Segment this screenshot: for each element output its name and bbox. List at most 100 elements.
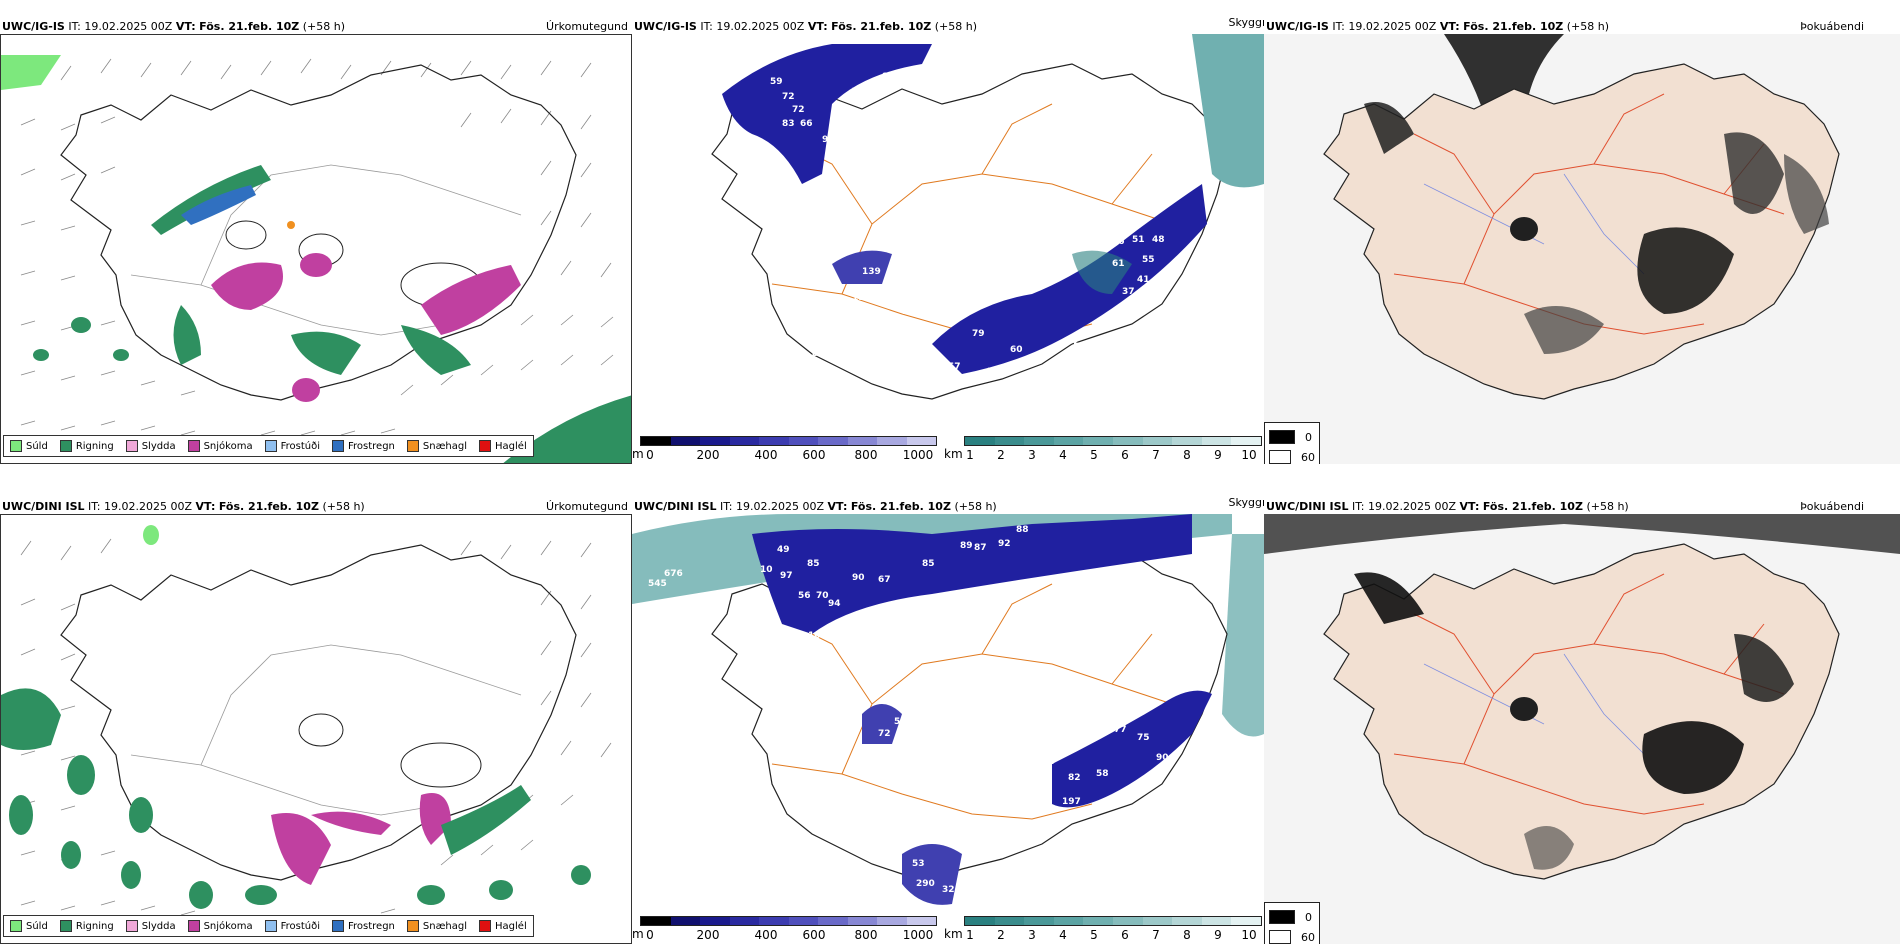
precip-legend: Súld Rigning Slydda Snjókoma Frostúði Fr… xyxy=(3,435,534,457)
visibility-colorbar: km 1 2 3 4 5 6 7 8 9 10 xyxy=(944,916,1264,944)
tick-label: 0 xyxy=(646,928,654,942)
panel-header: UWC/IG-IS IT: 19.02.2025 00Z VT: Fös. 21… xyxy=(2,20,345,34)
svg-text:85: 85 xyxy=(812,349,825,359)
fog-panel-top: UWC/IG-IS IT: 19.02.2025 00Z VT: Fös. 21… xyxy=(1264,14,1900,464)
it-value: 19.02.2025 00Z xyxy=(1368,500,1457,513)
tick-label: 2 xyxy=(997,448,1005,462)
svg-text:53: 53 xyxy=(912,859,925,869)
vt-value: Fös. 21.feb. 10Z xyxy=(1482,500,1583,513)
svg-text:290: 290 xyxy=(916,879,935,889)
svg-text:35: 35 xyxy=(987,367,1000,377)
fog-legend-low: 0 xyxy=(1269,427,1315,447)
tick-label: 3 xyxy=(1028,928,1036,942)
tick-label: 200 xyxy=(696,448,720,462)
svg-text:79: 79 xyxy=(972,329,985,339)
precip-panel-top: UWC/IG-IS IT: 19.02.2025 00Z VT: Fös. 21… xyxy=(0,14,632,464)
legend-item-frostregn: Frostregn xyxy=(332,440,395,452)
model-name: UWC/DINI ISL xyxy=(634,500,717,513)
visibility-unit: km xyxy=(944,447,963,461)
svg-text:149: 149 xyxy=(902,307,921,317)
tick-label: 800 xyxy=(854,448,878,462)
model-name: UWC/IG-IS xyxy=(2,20,65,33)
svg-text:75: 75 xyxy=(1137,733,1150,743)
vt-value: Fös. 21.feb. 10Z xyxy=(218,500,319,513)
svg-text:94: 94 xyxy=(828,599,841,609)
legend-item-haglel: Haglél xyxy=(479,440,527,452)
visibility-unit: km xyxy=(944,927,963,941)
svg-text:244: 244 xyxy=(1036,757,1055,767)
lead-time: (+58 h) xyxy=(322,500,365,513)
svg-text:32: 32 xyxy=(942,885,955,895)
svg-text:77: 77 xyxy=(1114,725,1127,735)
legend-item-rigning: Rigning xyxy=(59,440,114,452)
svg-text:76: 76 xyxy=(1112,237,1125,247)
svg-text:50: 50 xyxy=(894,717,907,727)
svg-text:72: 72 xyxy=(782,92,795,102)
tick-label: 7 xyxy=(1152,448,1160,462)
precip-legend: Súld Rigning Slydda Snjókoma Frostúði Fr… xyxy=(3,915,534,937)
precip-map: Súld Rigning Slydda Snjókoma Frostúði Fr… xyxy=(0,514,632,944)
fog-legend-high: 60 xyxy=(1269,927,1315,944)
tick-label: 400 xyxy=(754,928,778,942)
svg-text:85: 85 xyxy=(922,559,935,569)
tick-label: 1000 xyxy=(902,448,934,462)
it-label: IT: xyxy=(68,20,81,33)
cloud-map: 59 72 72 83 66 90 86 79 82 70 87 108 46 … xyxy=(632,34,1264,434)
vt-value: Fös. 21.feb. 10Z xyxy=(1463,20,1564,33)
svg-text:82: 82 xyxy=(852,115,865,125)
legend-item-sudd: Súld xyxy=(10,920,48,932)
svg-text:45: 45 xyxy=(1140,299,1153,309)
tick-label: 5 xyxy=(1090,928,1098,942)
vt-label: VT: xyxy=(195,500,216,513)
svg-text:58: 58 xyxy=(1096,769,1109,779)
iceland-outline xyxy=(60,64,577,401)
svg-text:41: 41 xyxy=(1022,280,1035,290)
panel-title: Þokuábendi xyxy=(1800,20,1864,33)
tick-label: 10 xyxy=(1241,448,1257,462)
tick-label: 600 xyxy=(802,928,826,942)
vt-value: Fös. 21.feb. 10Z xyxy=(831,20,932,33)
svg-text:43: 43 xyxy=(912,380,925,390)
legend-item-snaehagl: Snæhagl xyxy=(406,440,467,452)
legend-item-snjokoma: Snjókoma xyxy=(187,440,253,452)
tick-label: 10 xyxy=(1241,928,1257,942)
it-label: IT: xyxy=(1352,500,1365,513)
tick-label: 6 xyxy=(1121,928,1129,942)
legend-item-frostregn: Frostregn xyxy=(332,920,395,932)
svg-text:89: 89 xyxy=(960,541,973,551)
panel-header: UWC/IG-IS IT: 19.02.2025 00Z VT: Fös. 21… xyxy=(1266,20,1609,34)
svg-text:97: 97 xyxy=(780,571,793,581)
lead-time: (+58 h) xyxy=(1566,20,1610,33)
lead-time: (+58 h) xyxy=(954,500,997,513)
tick-label: 7 xyxy=(1152,928,1160,942)
legend-item-slydda: Slydda xyxy=(125,920,176,932)
tick-label: 9 xyxy=(1214,928,1222,942)
visibility-colorbar: km 1 2 3 4 5 6 7 8 9 10 xyxy=(944,436,1264,464)
svg-text:108: 108 xyxy=(898,259,917,269)
legend-item-haglel: Haglél xyxy=(479,920,527,932)
svg-text:88: 88 xyxy=(1016,525,1029,535)
it-value: 19.02.2025 00Z xyxy=(1348,20,1437,33)
svg-text:54: 54 xyxy=(882,289,895,299)
it-label: IT: xyxy=(1332,20,1345,33)
svg-text:87: 87 xyxy=(747,149,760,159)
svg-text:15: 15 xyxy=(852,293,865,303)
svg-text:10: 10 xyxy=(760,565,773,575)
lead-time: (+58 h) xyxy=(934,20,978,33)
svg-text:86: 86 xyxy=(882,72,895,82)
fog-panel-bottom: UWC/DINI ISL IT: 19.02.2025 00Z VT: Fös.… xyxy=(1264,494,1900,944)
tick-label: 200 xyxy=(696,928,720,942)
vt-value: Fös. 21.feb. 10Z xyxy=(850,500,951,513)
vt-label: VT: xyxy=(175,20,196,33)
cloud-value-labels: 59 72 72 83 66 90 86 79 82 70 87 108 46 … xyxy=(747,72,1165,410)
it-value: 19.02.2025 00Z xyxy=(736,500,825,513)
svg-text:55: 55 xyxy=(1142,255,1155,265)
svg-text:79: 79 xyxy=(852,87,865,97)
vt-value: Fös. 21.feb. 10Z xyxy=(199,20,300,33)
tick-label: 4 xyxy=(1059,448,1067,462)
vt-label: VT: xyxy=(1439,20,1460,33)
legend-item-slydda: Slydda xyxy=(125,440,176,452)
model-name: UWC/DINI ISL xyxy=(2,500,85,513)
it-label: IT: xyxy=(720,500,733,513)
svg-text:49: 49 xyxy=(777,545,790,555)
